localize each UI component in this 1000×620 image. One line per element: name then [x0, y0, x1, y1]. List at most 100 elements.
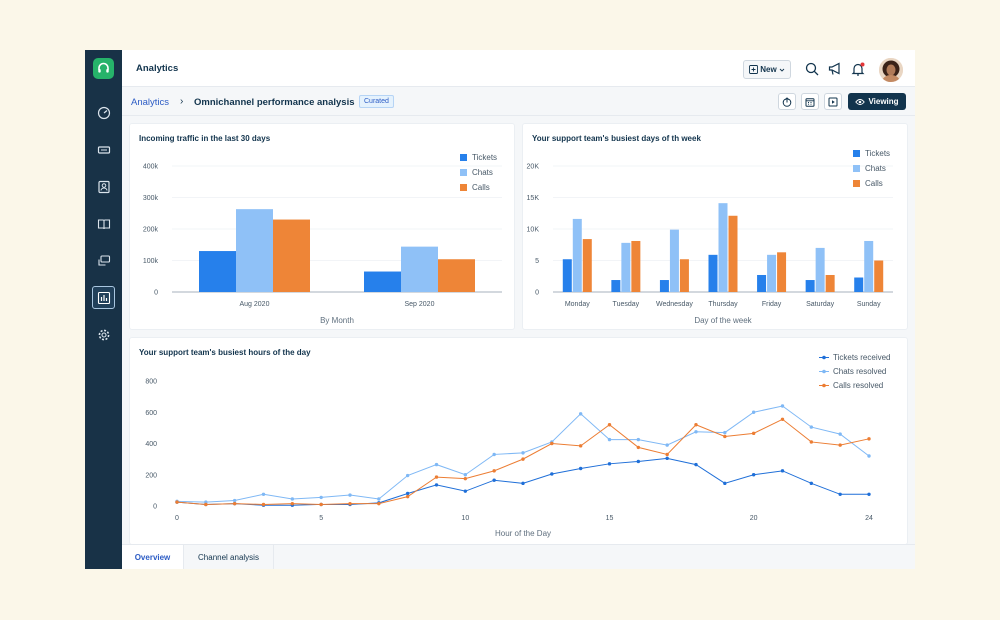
- bar-tickets-wednesday: [659, 280, 669, 292]
- legend-label-chats: Chats: [865, 164, 886, 173]
- point-chats-resolved: [751, 410, 756, 414]
- point-tickets-received: [463, 489, 468, 493]
- contacts-icon[interactable]: [92, 175, 115, 198]
- search-icon[interactable]: [805, 62, 819, 76]
- point-calls-resolved: [405, 494, 410, 499]
- busiest-hours-line-chart: 0 200 400 600 800 0 5 10 15 20 24 Hour of the Day Ti…: [145, 353, 891, 538]
- point-chats-resolved: [434, 462, 439, 467]
- bar-tickets-monday: [562, 259, 572, 292]
- point-tickets-received: [665, 456, 669, 461]
- page-title: Omnichannel performance analysis: [194, 97, 355, 108]
- bar-tickets-thursday: [708, 254, 718, 292]
- y-tick-label: 800: [145, 379, 157, 386]
- legend-swatch-tickets: [853, 150, 860, 157]
- point-calls-resolved: [867, 437, 871, 441]
- viewing-button[interactable]: Viewing: [848, 93, 906, 110]
- legend-label-chats-resolved: Chats resolved: [833, 367, 886, 376]
- busiest-days-bar-chart: 0 5 10K 15K 20K Monday Tuesday Wednesday Thursda…: [527, 149, 893, 325]
- point-tickets-received: [492, 478, 496, 482]
- bar-chats-tuesday: [621, 242, 631, 292]
- chevron-down-icon: [779, 68, 785, 72]
- point-chats-resolved: [867, 454, 871, 458]
- point-chats-resolved: [492, 452, 496, 457]
- point-tickets-received: [838, 492, 842, 496]
- legend-swatch-calls: [853, 180, 860, 187]
- new-button[interactable]: New: [743, 60, 791, 79]
- point-tickets-received: [751, 473, 756, 477]
- eye-icon: [855, 98, 866, 105]
- point-chats-resolved: [780, 404, 785, 408]
- logo-icon[interactable]: [93, 58, 114, 79]
- export-button[interactable]: [778, 93, 796, 110]
- point-calls-resolved: [319, 502, 323, 507]
- present-button[interactable]: [824, 93, 842, 110]
- settings-icon[interactable]: [92, 323, 115, 346]
- x-tick-label: Tuesday: [613, 301, 640, 308]
- legend-marker-calls-resolved: [822, 383, 826, 388]
- point-tickets-received: [723, 481, 727, 486]
- y-tick-label: 600: [145, 410, 157, 417]
- ticket-icon[interactable]: [92, 138, 115, 161]
- point-chats-resolved: [809, 425, 814, 429]
- bar-calls-thursday: [728, 215, 738, 292]
- point-calls-resolved: [780, 417, 785, 421]
- conversations-icon[interactable]: [92, 249, 115, 272]
- point-tickets-received: [434, 483, 439, 487]
- y-tick-label: 20K: [527, 164, 540, 171]
- point-calls-resolved: [723, 434, 727, 439]
- point-tickets-received: [780, 469, 785, 473]
- megaphone-icon[interactable]: [828, 62, 843, 76]
- present-icon: [828, 97, 838, 106]
- point-calls-resolved: [377, 501, 381, 506]
- y-tick-label: 100k: [143, 258, 159, 265]
- bar-tickets-friday: [757, 274, 767, 292]
- bell-icon[interactable]: [851, 62, 866, 77]
- tab-overview[interactable]: Overview: [122, 545, 184, 569]
- busiest-days-chart-card: Your support team's busiest days of th w…: [522, 123, 908, 330]
- legend-label-calls: Calls: [472, 183, 490, 192]
- point-tickets-received: [607, 462, 612, 466]
- bar-calls-friday: [777, 252, 787, 292]
- traffic-chart-card: Incoming traffic in the last 30 days 0 10…: [129, 123, 515, 330]
- x-tick-label: Sep 2020: [405, 301, 435, 308]
- x-tick-label: Monday: [565, 301, 590, 308]
- point-calls-resolved: [550, 441, 554, 446]
- bar-chats-thursday: [718, 203, 728, 292]
- dashboard-icon[interactable]: [92, 101, 115, 124]
- point-chats-resolved: [204, 500, 208, 504]
- bar-calls-saturday: [825, 274, 835, 292]
- viewing-label: Viewing: [868, 97, 899, 106]
- solutions-icon[interactable]: [92, 212, 115, 235]
- point-chats-resolved: [723, 430, 727, 435]
- y-tick-label: 0: [154, 290, 158, 297]
- point-tickets-received: [636, 459, 641, 464]
- point-chats-resolved: [348, 493, 352, 497]
- legend-label-tickets-received: Tickets received: [833, 353, 891, 362]
- bar-chats-sunday: [864, 240, 874, 292]
- legend-label-calls-resolved: Calls resolved: [833, 381, 883, 390]
- point-chats-resolved: [694, 430, 698, 434]
- point-chats-resolved: [665, 443, 669, 447]
- analytics-icon[interactable]: [92, 286, 115, 309]
- x-tick-label: Sunday: [857, 301, 881, 308]
- breadcrumb: Analytics › Omnichannel performance anal…: [122, 87, 915, 116]
- point-tickets-received: [809, 481, 814, 486]
- legend-swatch-tickets: [460, 154, 467, 161]
- point-tickets-received: [694, 462, 698, 467]
- legend-swatch-calls: [460, 184, 467, 191]
- bar-calls-aug-2020: [273, 219, 310, 292]
- legend-swatch-chats: [853, 165, 860, 172]
- x-axis-label: By Month: [320, 316, 354, 325]
- point-chats-resolved: [377, 497, 381, 501]
- traffic-chart-title: Incoming traffic in the last 30 days: [139, 134, 271, 143]
- busiest-days-chart-title: Your support team's busiest days of th w…: [532, 134, 701, 143]
- y-tick-label: 200: [145, 472, 157, 479]
- calendar-button[interactable]: [801, 93, 819, 110]
- point-calls-resolved: [348, 501, 352, 506]
- breadcrumb-root-link[interactable]: Analytics: [131, 97, 170, 108]
- point-calls-resolved: [751, 431, 756, 436]
- tab-channel-analysis[interactable]: Channel analysis: [184, 545, 274, 569]
- avatar[interactable]: [879, 58, 903, 82]
- y-tick-label: 400: [145, 441, 157, 448]
- y-tick-label: 200k: [143, 227, 159, 234]
